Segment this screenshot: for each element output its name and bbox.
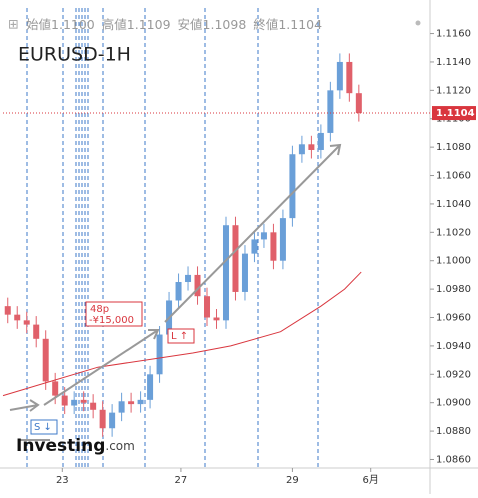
- candle-body: [80, 399, 87, 403]
- moving-average: [2, 271, 362, 397]
- pips-label: 48p: [90, 304, 109, 315]
- candle-body: [232, 225, 239, 292]
- header-item: 高値1.1109: [102, 17, 171, 32]
- candle-body: [327, 90, 334, 133]
- y-tick-label: 1.0900: [436, 398, 471, 409]
- candle-body: [71, 399, 78, 406]
- x-tick-label: 27: [175, 475, 188, 486]
- candle-body: [194, 274, 201, 297]
- ohlc-header: 始値1.1100 高値1.1109 安値1.1098 終値1.1104: [26, 17, 322, 32]
- current-price-label: 1.1104: [436, 108, 475, 119]
- x-tick-label: 23: [56, 475, 69, 486]
- candle-body: [175, 282, 182, 301]
- y-tick-label: 1.1000: [436, 256, 471, 267]
- header-item: 始値1.1100: [26, 17, 95, 32]
- candle-body: [109, 412, 116, 429]
- candle-body: [118, 401, 125, 413]
- menu-dot: [415, 20, 421, 26]
- logo: Investing.com: [16, 436, 135, 456]
- y-tick-label: 1.0880: [436, 426, 471, 437]
- candle-body: [52, 381, 59, 396]
- x-tick-label: 29: [286, 475, 299, 486]
- header-value: 1.1109: [127, 17, 171, 32]
- candle-body: [204, 296, 211, 318]
- candle-body: [156, 334, 163, 375]
- candle-body: [61, 395, 68, 406]
- y-tick-label: 1.1120: [436, 85, 471, 96]
- candle-body: [317, 132, 324, 150]
- header-item: 安値1.1098: [178, 17, 247, 32]
- y-tick-label: 1.0920: [436, 369, 471, 380]
- candle-body: [241, 253, 248, 292]
- candle-body: [213, 317, 220, 321]
- y-tick-label: 1.1020: [436, 227, 471, 238]
- y-tick-label: 1.1160: [436, 29, 471, 40]
- header-item: 終値1.1104: [253, 17, 322, 32]
- candle-body: [289, 154, 296, 219]
- candle-body: [147, 374, 154, 400]
- candle-body: [4, 306, 11, 315]
- y-tick-label: 1.0980: [436, 284, 471, 295]
- header-label: 始値: [26, 17, 51, 32]
- y-tick-label: 1.0940: [436, 341, 471, 352]
- short-label: S ↓: [34, 422, 52, 433]
- short-box: [30, 419, 58, 435]
- header-label: 高値: [102, 17, 127, 32]
- candle-body: [99, 409, 106, 429]
- candle-body: [260, 232, 267, 240]
- header-label: 安値: [178, 17, 203, 32]
- y-tick-label: 1.1060: [436, 171, 471, 182]
- candle-body: [355, 93, 362, 114]
- candle-body: [346, 61, 353, 94]
- candle-body: [33, 324, 40, 339]
- candle-body: [222, 225, 229, 321]
- candle-body: [279, 218, 286, 261]
- candle-body: [336, 61, 343, 91]
- symbol-title: EURUSD-1H: [18, 44, 131, 66]
- long-box: [167, 328, 195, 344]
- header-value: 1.1104: [278, 17, 322, 32]
- header-value: 1.1098: [203, 17, 247, 32]
- header-icon: ⊞: [8, 18, 19, 33]
- trend-arrows: [9, 143, 342, 441]
- candle-body: [298, 144, 305, 155]
- candle-body: [251, 239, 258, 254]
- profit-label: -¥15,000: [89, 315, 134, 326]
- x-tick-label: 6月: [363, 474, 379, 486]
- plot: [2, 53, 362, 437]
- candle-body: [42, 338, 49, 382]
- y-tick-label: 1.1140: [436, 57, 471, 68]
- candle-body: [308, 144, 315, 150]
- y-tick-label: 1.0960: [436, 313, 471, 324]
- y-tick-label: 1.1080: [436, 142, 471, 153]
- header-value: 1.1100: [51, 17, 95, 32]
- candle-body: [90, 402, 97, 410]
- header-label: 終値: [253, 17, 278, 32]
- candle-body: [14, 314, 21, 321]
- pips-box: [85, 301, 143, 327]
- current-price-box: [432, 106, 476, 121]
- candle-body: [270, 232, 277, 261]
- y-tick-label: 1.1040: [436, 199, 471, 210]
- y-tick-label: 1.0860: [436, 454, 471, 465]
- candle-body: [128, 401, 135, 405]
- candle-body: [185, 274, 192, 283]
- candle-body: [23, 320, 30, 325]
- long-label: L ↑: [171, 331, 188, 342]
- candle-body: [137, 399, 144, 405]
